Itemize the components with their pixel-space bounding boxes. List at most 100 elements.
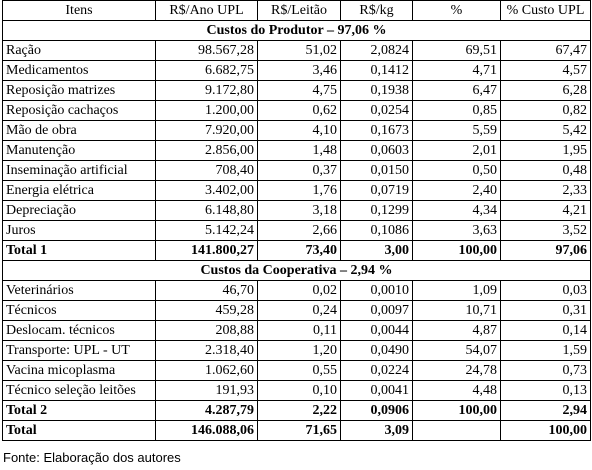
cell-value: 3,63 <box>412 220 501 241</box>
row-label: Manutenção <box>2 140 156 161</box>
header-row: Itens R$/Ano UPL R$/Leitão R$/kg%% Custo UP… <box>2 0 591 21</box>
cell-value: 2,94 <box>500 400 591 421</box>
row-label: Deslocam. técnicos <box>2 320 156 341</box>
cell-value: 3,46 <box>257 60 341 81</box>
cell-value: 100,00 <box>412 240 501 261</box>
table-header: Itens R$/Ano UPL R$/Leitão R$/kg%% Custo UP… <box>2 0 591 21</box>
cell-value: 4,71 <box>412 60 501 81</box>
cell-value: 24,78 <box>412 360 501 381</box>
cell-value: 1,59 <box>500 340 591 361</box>
cell-value: 0,82 <box>500 100 591 121</box>
row-label: Medicamentos <box>2 60 156 81</box>
row-label: Ração <box>2 40 156 61</box>
table-row: Vacina micoplasma 1.062,60 0,55 0,0224 24,78… <box>2 360 591 381</box>
cell-value: 0,0010 <box>340 280 413 301</box>
cell-value: 0,0097 <box>340 300 413 321</box>
cell-value: 100,00 <box>412 400 501 421</box>
cell-value: 141.800,27 <box>155 240 258 261</box>
subtotal-row: Total 2 4.287,79 2,22 0,0906 100,00 2,94 <box>2 400 591 421</box>
cell-value: 0,0906 <box>340 400 413 421</box>
row-label: Veterinários <box>2 280 156 301</box>
table-row: Mão de obra 7.920,00 4,10 0,1673 5,59 5,42 <box>2 120 591 141</box>
cell-value: 54,07 <box>412 340 501 361</box>
cell-value: 2,01 <box>412 140 501 161</box>
row-label: Total 2 <box>2 400 156 421</box>
cell-value: 2,40 <box>412 180 501 201</box>
table-row: Reposição matrizes 9.172,80 4,75 0,1938 6,47… <box>2 80 591 101</box>
cell-value: 191,93 <box>155 380 258 401</box>
cell-value: 67,47 <box>500 40 591 61</box>
table-body: Custos do Produtor – 97,06 % Ração 98.567,… <box>2 20 591 441</box>
cell-value: 1,48 <box>257 140 341 161</box>
cell-value: 7.920,00 <box>155 120 258 141</box>
cell-value: 4,10 <box>257 120 341 141</box>
cell-value: 0,1086 <box>340 220 413 241</box>
cell-value: 5.142,24 <box>155 220 258 241</box>
cell-value: 0,1938 <box>340 80 413 101</box>
cell-value: 2.318,40 <box>155 340 258 361</box>
cell-value: 0,02 <box>257 280 341 301</box>
table-row: Energia elétrica 3.402,00 1,76 0,0719 2,40 2,… <box>2 180 591 201</box>
cell-value: 0,10 <box>257 380 341 401</box>
table-row: Inseminação artificial 708,40 0,37 0,0150 0,… <box>2 160 591 181</box>
column-header: % Custo UPL <box>500 0 591 21</box>
cell-value: 2,33 <box>500 180 591 201</box>
cell-value: 0,13 <box>500 380 591 401</box>
table-row: Ração 98.567,28 51,02 2,0824 69,51 67,47 <box>2 40 591 61</box>
cell-value: 3.402,00 <box>155 180 258 201</box>
row-label: Inseminação artificial <box>2 160 156 181</box>
cell-value: 0,1299 <box>340 200 413 221</box>
cell-value: 3,18 <box>257 200 341 221</box>
cell-value: 0,85 <box>412 100 501 121</box>
section-title: Custos do Produtor – 97,06 % <box>2 20 591 41</box>
row-label: Total 1 <box>2 240 156 261</box>
cell-value: 0,0719 <box>340 180 413 201</box>
table-row: Reposição cachaços 1.200,00 0,62 0,0254 0,85… <box>2 100 591 121</box>
cell-value: 0,24 <box>257 300 341 321</box>
cell-value: 0,73 <box>500 360 591 381</box>
cell-value: 6.148,80 <box>155 200 258 221</box>
row-label: Vacina micoplasma <box>2 360 156 381</box>
cell-value: 1,95 <box>500 140 591 161</box>
cell-value: 0,0044 <box>340 320 413 341</box>
cell-value: 0,1412 <box>340 60 413 81</box>
cell-value: 9.172,80 <box>155 80 258 101</box>
column-header: R$/Ano UPL <box>155 0 258 21</box>
grand-total-row: Total 146.088,06 71,65 3,09 100,00 <box>2 420 591 441</box>
section-header-row: Custos do Produtor – 97,06 % <box>2 20 591 41</box>
cell-value: 0,11 <box>257 320 341 341</box>
table-row: Técnico seleção leitões 191,93 0,10 0,0041 4… <box>2 380 591 401</box>
cell-value: 3,00 <box>340 240 413 261</box>
table-row: Técnicos 459,28 0,24 0,0097 10,71 0,31 <box>2 300 591 321</box>
cell-value: 208,88 <box>155 320 258 341</box>
table-row: Manutenção 2.856,00 1,48 0,0603 2,01 1,95 <box>2 140 591 161</box>
row-label: Juros <box>2 220 156 241</box>
cell-value: 0,55 <box>257 360 341 381</box>
cell-value: 6.682,75 <box>155 60 258 81</box>
cell-value: 0,0150 <box>340 160 413 181</box>
cell-value: 6,47 <box>412 80 501 101</box>
section-title: Custos da Cooperativa – 2,94 % <box>2 260 591 281</box>
cell-value: 3,09 <box>340 420 413 441</box>
cell-value: 0,03 <box>500 280 591 301</box>
cell-value: 2,0824 <box>340 40 413 61</box>
row-label: Depreciação <box>2 200 156 221</box>
row-label: Transporte: UPL - UT <box>2 340 156 361</box>
cell-value: 97,06 <box>500 240 591 261</box>
cell-value: 51,02 <box>257 40 341 61</box>
cell-value: 73,40 <box>257 240 341 261</box>
cell-value: 2,66 <box>257 220 341 241</box>
table-row: Medicamentos 6.682,75 3,46 0,1412 4,71 4,57 <box>2 60 591 81</box>
column-header: R$/kg <box>340 0 413 21</box>
row-label: Reposição matrizes <box>2 80 156 101</box>
source-note: Fonte: Elaboração dos autores <box>3 450 181 465</box>
cell-value: 0,0603 <box>340 140 413 161</box>
row-label: Energia elétrica <box>2 180 156 201</box>
cell-value: 4,57 <box>500 60 591 81</box>
cell-value: 0,48 <box>500 160 591 181</box>
cell-value: 0,0490 <box>340 340 413 361</box>
column-header: Itens <box>2 0 156 21</box>
cell-value: 46,70 <box>155 280 258 301</box>
cell-value: 0,37 <box>257 160 341 181</box>
cell-value <box>412 420 501 441</box>
